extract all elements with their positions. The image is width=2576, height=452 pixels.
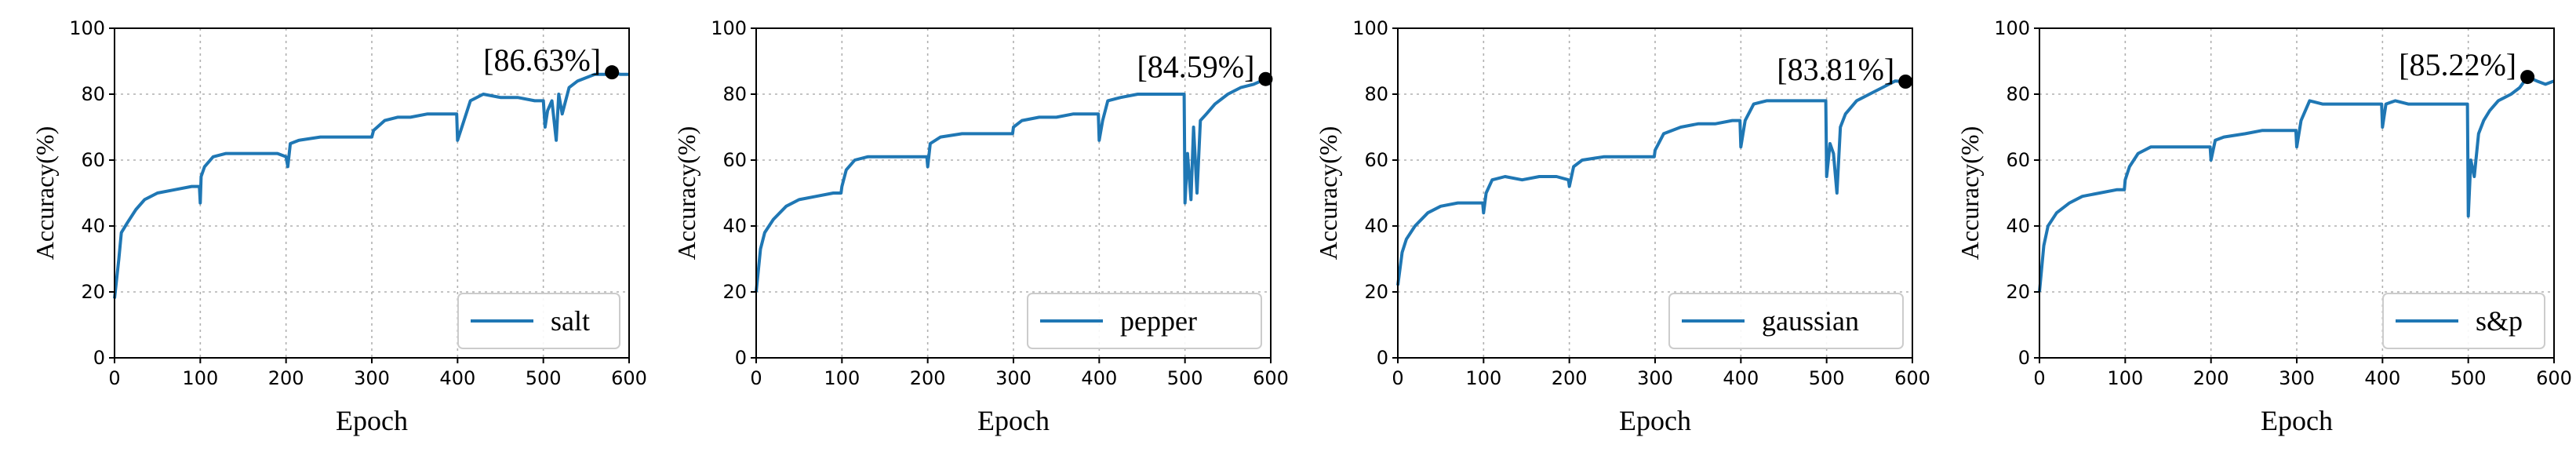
legend-label: pepper [1120,305,1197,337]
x-tick-label: 500 [2450,367,2487,389]
legend: pepper [1027,293,1262,349]
y-tick-label: 20 [81,281,105,303]
x-tick-label: 600 [611,367,647,389]
legend-label: s&p [2476,305,2523,337]
x-tick-label: 200 [910,367,946,389]
x-tick-label: 0 [2033,367,2045,389]
y-tick-label: 60 [2006,149,2030,171]
y-tick-label: 100 [711,17,747,39]
x-axis-label: Epoch [977,405,1050,436]
y-tick-label: 80 [2006,83,2030,105]
y-tick-label: 100 [1352,17,1388,39]
legend: gaussian [1668,293,1904,349]
legend: salt [457,293,620,349]
legend: s&p [2382,293,2545,349]
y-tick-label: 60 [1364,149,1388,171]
legend-box [2382,293,2545,349]
series-line-sp [2038,75,2555,293]
x-tick-label: 400 [2364,367,2400,389]
x-tick-label: 200 [268,367,304,389]
series-line-pepper [755,77,1272,293]
y-tick-label: 60 [81,149,105,171]
x-tick-label: 600 [1894,367,1930,389]
y-tick-label: 0 [2018,347,2030,369]
legend-box [457,293,620,349]
x-tick-label: 400 [1081,367,1117,389]
x-tick-label: 500 [1167,367,1203,389]
y-tick-label: 80 [1364,83,1388,105]
legend-label: salt [551,305,590,337]
y-tick-label: 20 [1364,281,1388,303]
x-tick-label: 400 [439,367,475,389]
legend-box [1668,293,1904,349]
x-tick-label: 0 [108,367,120,389]
x-tick-label: 300 [995,367,1031,389]
chart-panel-pepper: 0 100 200 300 400 500 600 0 20 40 60 80 100 Epoch Accu… [672,17,1289,436]
x-tick-label: 400 [1723,367,1759,389]
best-accuracy-annotation: [86.63%] [483,42,601,78]
best-accuracy-marker [2520,70,2535,85]
y-tick-label: 40 [1364,215,1388,237]
legend-label: gaussian [1762,305,1859,337]
y-tick-label: 40 [722,215,747,237]
best-accuracy-annotation: [83.81%] [1777,52,1894,87]
x-tick-label: 100 [1465,367,1501,389]
y-tick-label: 100 [69,17,105,39]
x-axis-label: Epoch [2261,405,2333,436]
x-tick-label: 0 [1392,367,1403,389]
x-tick-label: 200 [1552,367,1588,389]
y-axis-label: Accuracy(%) [1956,126,1984,261]
chart-panel-salt: 0 100 200 300 400 500 600 0 20 40 60 80 100 Epoch Accu… [31,17,647,436]
y-tick-label: 40 [2006,215,2030,237]
x-tick-label: 500 [1809,367,1845,389]
y-tick-label: 40 [81,215,105,237]
y-axis-label: Accuracy(%) [1314,126,1342,261]
x-tick-label: 200 [2193,367,2229,389]
legend-box [1027,293,1262,349]
series-line-gaussian [1396,79,1913,286]
y-tick-label: 20 [722,281,747,303]
y-tick-label: 0 [1377,347,1388,369]
best-accuracy-marker [1258,71,1273,86]
y-tick-label: 80 [81,83,105,105]
series-line-salt [113,71,629,299]
x-tick-label: 100 [2107,367,2143,389]
best-accuracy-annotation: [85.22%] [2399,47,2516,82]
y-tick-label: 100 [1994,17,2030,39]
y-axis-label: Accuracy(%) [672,126,700,261]
x-axis-label: Epoch [336,405,408,436]
y-tick-label: 20 [2006,281,2030,303]
x-tick-label: 300 [354,367,390,389]
best-accuracy-marker [1898,74,1913,89]
best-accuracy-annotation: [84.59%] [1137,49,1254,85]
x-tick-label: 500 [526,367,562,389]
x-tick-label: 600 [2536,367,2572,389]
x-tick-label: 300 [2279,367,2315,389]
x-tick-label: 100 [182,367,218,389]
y-tick-label: 80 [722,83,747,105]
y-axis-label: Accuracy(%) [31,126,59,261]
y-tick-label: 0 [735,347,747,369]
x-tick-label: 600 [1253,367,1289,389]
x-tick-label: 300 [1637,367,1673,389]
y-tick-label: 0 [93,347,105,369]
best-accuracy-marker [605,65,620,80]
x-tick-label: 0 [750,367,762,389]
chart-panel-gaussian: 0 100 200 300 400 500 600 0 20 40 60 80 100 Epoch Accu… [1314,17,1930,436]
chart-panel-sp: 0 100 200 300 400 500 600 0 20 40 60 80 100 Epoch Accu… [1956,17,2572,436]
y-tick-label: 60 [722,149,747,171]
x-axis-label: Epoch [1619,405,1691,436]
x-tick-label: 100 [824,367,860,389]
